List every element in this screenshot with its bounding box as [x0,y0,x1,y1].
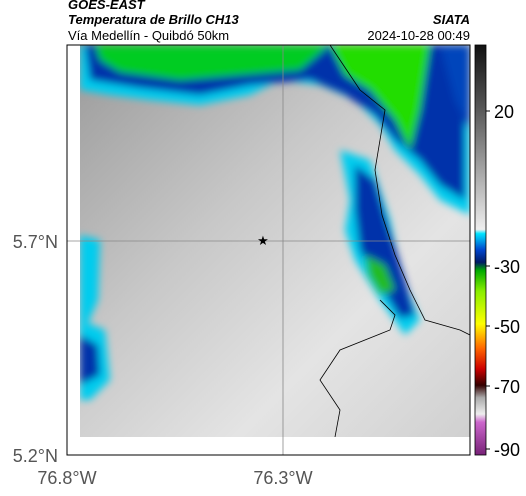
colorbar-scale [474,44,487,456]
lon-label: 76.8°W [37,468,96,488]
colorbar-label: -90 [494,440,520,460]
lat-label: 5.7°N [13,232,58,252]
title: Temperatura de Brillo CH13 [68,12,240,27]
colorbar-label: -30 [494,257,520,277]
location-marker: ★ [257,233,269,248]
colorbar-label: 20 [494,102,514,122]
map-margin [80,437,470,455]
colorbar-label: -70 [494,377,520,397]
source: GOES-EAST [68,0,146,12]
colorbar-label: -50 [494,317,520,337]
axis-labels: 5.7°N 5.2°N 76.8°W 76.3°W [13,232,313,488]
map-frame [66,44,471,456]
subtitle: Vía Medellín - Quibdó 50km [68,28,229,43]
colorbar: 20 -30 -50 -70 -90 [474,44,520,460]
header: GOES-EAST Temperatura de Brillo CH13 Vía… [68,0,470,43]
lon-label: 76.3°W [253,468,312,488]
org: SIATA [433,12,470,27]
lat-label: 5.2°N [13,446,58,466]
timestamp: 2024-10-28 00:49 [367,28,470,43]
